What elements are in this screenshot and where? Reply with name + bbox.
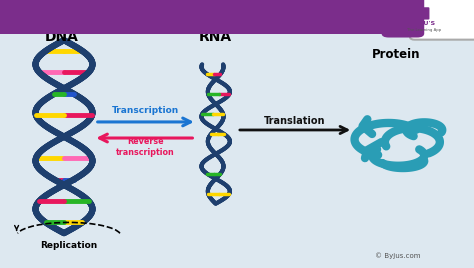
- Text: RNA: RNA: [199, 30, 232, 44]
- Text: Transcription: Transcription: [112, 106, 179, 115]
- Text: © Byjus.com: © Byjus.com: [375, 253, 421, 259]
- Text: Translation: Translation: [264, 116, 326, 126]
- Text: BYJU'S: BYJU'S: [413, 21, 436, 26]
- FancyBboxPatch shape: [415, 7, 429, 20]
- Text: CENTRAL DOGMA : DNA TO RNA TO PROTEIN: CENTRAL DOGMA : DNA TO RNA TO PROTEIN: [59, 12, 320, 22]
- Text: The Learning App: The Learning App: [407, 28, 441, 32]
- FancyBboxPatch shape: [410, 0, 474, 40]
- FancyBboxPatch shape: [0, 0, 398, 34]
- Text: DNA: DNA: [45, 30, 79, 44]
- Text: Replication: Replication: [40, 241, 97, 250]
- Text: Protein: Protein: [372, 49, 420, 61]
- Text: Reverse
transcription: Reverse transcription: [116, 137, 175, 157]
- FancyBboxPatch shape: [382, 0, 424, 38]
